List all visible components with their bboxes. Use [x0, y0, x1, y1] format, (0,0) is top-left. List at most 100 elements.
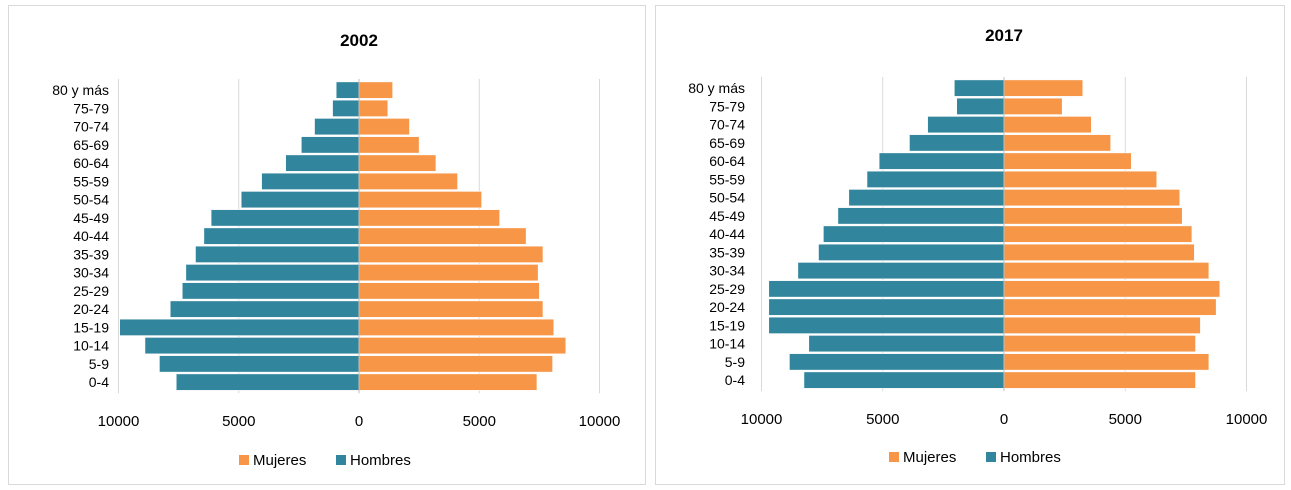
bar-hombres-60-64 — [285, 154, 360, 172]
age-group-label: 55-59 — [73, 173, 109, 189]
bar-mujeres-0-4 — [358, 373, 538, 391]
pyramid-chart-2002: 2002 10000 5000 0 5000 10000 80 y más 75-79 70-7… — [8, 5, 646, 485]
age-group-label: 5-9 — [725, 354, 745, 370]
bar-mujeres-35-39 — [358, 245, 544, 263]
age-group-label: 80 y más — [688, 80, 745, 96]
x-tick-label: 10000 — [1226, 411, 1268, 428]
x-tick-label: 5000 — [1109, 411, 1142, 428]
pyramid-chart-2017: 2017 10000 5000 0 5000 10000 80 y más 75-79 70-7… — [655, 5, 1285, 485]
bar-mujeres-5-9 — [1003, 353, 1210, 371]
bar-mujeres-65-69 — [1003, 134, 1111, 152]
bar-mujeres-30-34 — [1003, 262, 1210, 280]
bar-mujeres-80-y-más — [358, 81, 393, 99]
bar-mujeres-15-19 — [358, 318, 555, 336]
bar-mujeres-20-24 — [1003, 298, 1217, 316]
bar-hombres-30-34 — [185, 264, 360, 282]
bar-hombres-15-19 — [119, 318, 360, 336]
bar-mujeres-15-19 — [1003, 316, 1201, 334]
bar-hombres-60-64 — [878, 152, 1005, 170]
bar-hombres-20-24 — [169, 300, 360, 318]
bar-mujeres-40-44 — [1003, 225, 1193, 243]
age-group-label: 55-59 — [709, 171, 745, 187]
age-group-label: 25-29 — [709, 281, 745, 297]
bar-mujeres-0-4 — [1003, 371, 1196, 389]
bar-mujeres-25-29 — [1003, 280, 1221, 298]
age-group-label: 45-49 — [709, 208, 745, 224]
bar-hombres-10-14 — [144, 337, 360, 355]
legend-swatch-hombres — [986, 452, 996, 462]
x-tick-label: 0 — [355, 413, 363, 430]
pyramid-chart-2017-svg: 2017 10000 5000 0 5000 10000 80 y más 75-79 70-7… — [688, 26, 1268, 466]
age-group-label: 15-19 — [73, 319, 109, 335]
bar-hombres-35-39 — [818, 243, 1005, 261]
age-group-label: 25-29 — [73, 283, 109, 299]
bar-mujeres-10-14 — [1003, 335, 1196, 353]
age-group-label: 35-39 — [73, 246, 109, 262]
bar-hombres-40-44 — [203, 227, 360, 245]
bar-hombres-80-y-más — [335, 81, 360, 99]
age-group-label: 60-64 — [73, 155, 109, 171]
x-tick-label: 10000 — [741, 411, 783, 428]
bar-mujeres-5-9 — [358, 355, 553, 373]
bar-mujeres-55-59 — [1003, 170, 1158, 188]
bar-hombres-10-14 — [808, 335, 1005, 353]
x-tick-label: 0 — [1000, 411, 1008, 428]
bar-hombres-65-69 — [909, 134, 1005, 152]
bar-mujeres-75-79 — [358, 99, 389, 117]
bar-hombres-40-44 — [823, 225, 1005, 243]
bar-hombres-50-54 — [240, 191, 360, 209]
bar-mujeres-55-59 — [358, 172, 458, 190]
age-group-label: 15-19 — [709, 317, 745, 333]
age-group-label: 70-74 — [709, 117, 745, 133]
age-group-label: 50-54 — [709, 190, 745, 206]
bar-hombres-25-29 — [181, 282, 360, 300]
age-group-label: 65-69 — [73, 137, 109, 153]
bar-hombres-45-49 — [837, 207, 1005, 225]
bar-mujeres-10-14 — [358, 337, 567, 355]
bar-mujeres-80-y-más — [1003, 79, 1084, 97]
pyramid-chart-2002-svg: 2002 10000 5000 0 5000 10000 80 y más 75-79 70-7… — [52, 31, 620, 469]
age-group-label: 30-34 — [709, 263, 745, 279]
chart-title: 2002 — [340, 31, 378, 50]
age-group-label: 10-14 — [709, 336, 745, 352]
age-group-label: 45-49 — [73, 210, 109, 226]
bar-hombres-70-74 — [927, 116, 1005, 134]
age-group-label: 50-54 — [73, 192, 109, 208]
age-group-label: 20-24 — [73, 301, 109, 317]
bar-mujeres-70-74 — [358, 118, 410, 136]
age-group-label: 30-34 — [73, 265, 109, 281]
age-group-label: 75-79 — [73, 100, 109, 116]
bar-hombres-55-59 — [261, 172, 360, 190]
bar-mujeres-35-39 — [1003, 243, 1195, 261]
bar-mujeres-70-74 — [1003, 116, 1092, 134]
bar-hombres-15-19 — [768, 316, 1005, 334]
legend-label-hombres: Hombres — [350, 452, 411, 469]
age-group-label: 60-64 — [709, 153, 745, 169]
bar-mujeres-20-24 — [358, 300, 544, 318]
x-tick-label: 10000 — [98, 413, 140, 430]
legend-swatch-mujeres — [889, 452, 899, 462]
bar-hombres-5-9 — [159, 355, 360, 373]
bar-hombres-65-69 — [300, 136, 360, 154]
bar-hombres-55-59 — [866, 170, 1005, 188]
bar-mujeres-65-69 — [358, 136, 420, 154]
bar-mujeres-60-64 — [358, 154, 437, 172]
age-group-label: 5-9 — [89, 356, 109, 372]
bar-hombres-75-79 — [332, 99, 360, 117]
bar-hombres-20-24 — [768, 298, 1005, 316]
age-group-label: 10-14 — [73, 338, 109, 354]
age-group-label: 35-39 — [709, 244, 745, 260]
x-tick-label: 5000 — [222, 413, 255, 430]
legend: Mujeres Hombres — [239, 452, 411, 469]
bar-mujeres-50-54 — [1003, 189, 1181, 207]
bar-hombres-35-39 — [195, 245, 360, 263]
age-group-label: 75-79 — [709, 98, 745, 114]
bar-mujeres-50-54 — [358, 191, 482, 209]
x-tick-label: 5000 — [463, 413, 496, 430]
legend-label-hombres: Hombres — [1000, 449, 1061, 466]
age-group-label: 80 y más — [52, 82, 109, 98]
bar-mujeres-30-34 — [358, 264, 539, 282]
bar-hombres-50-54 — [848, 189, 1005, 207]
age-group-label: 20-24 — [709, 299, 745, 315]
age-group-label: 70-74 — [73, 119, 109, 135]
